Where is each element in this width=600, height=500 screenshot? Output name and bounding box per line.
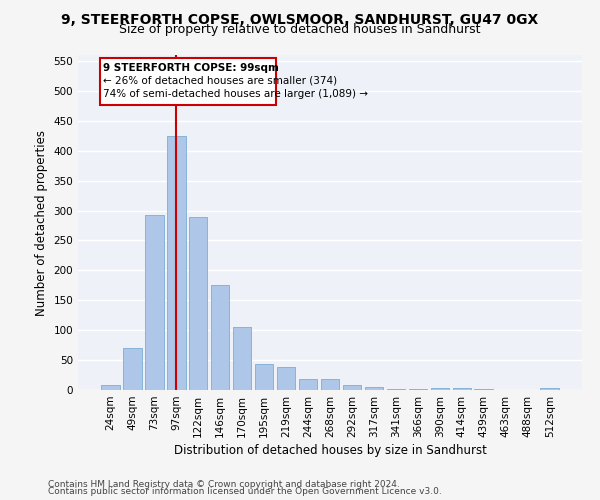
- Y-axis label: Number of detached properties: Number of detached properties: [35, 130, 48, 316]
- Bar: [145, 214, 164, 390]
- Bar: [211, 286, 229, 390]
- Bar: [277, 368, 295, 390]
- Bar: [541, 388, 559, 390]
- Text: Size of property relative to detached houses in Sandhurst: Size of property relative to detached ho…: [119, 24, 481, 36]
- Text: 74% of semi-detached houses are larger (1,089) →: 74% of semi-detached houses are larger (…: [103, 89, 368, 99]
- Bar: [365, 387, 383, 390]
- Text: Contains public sector information licensed under the Open Government Licence v3: Contains public sector information licen…: [48, 488, 442, 496]
- Text: ← 26% of detached houses are smaller (374): ← 26% of detached houses are smaller (37…: [103, 76, 337, 86]
- Bar: [123, 348, 142, 390]
- Bar: [233, 327, 251, 390]
- Bar: [100, 58, 275, 104]
- Bar: [343, 385, 361, 390]
- Bar: [189, 216, 208, 390]
- Bar: [386, 389, 405, 390]
- Bar: [101, 385, 119, 390]
- Bar: [299, 379, 317, 390]
- Bar: [255, 364, 274, 390]
- Text: 9 STEERFORTH COPSE: 99sqm: 9 STEERFORTH COPSE: 99sqm: [103, 63, 279, 73]
- Text: 9, STEERFORTH COPSE, OWLSMOOR, SANDHURST, GU47 0GX: 9, STEERFORTH COPSE, OWLSMOOR, SANDHURST…: [61, 12, 539, 26]
- Text: Contains HM Land Registry data © Crown copyright and database right 2024.: Contains HM Land Registry data © Crown c…: [48, 480, 400, 489]
- Bar: [320, 379, 340, 390]
- Bar: [167, 136, 185, 390]
- X-axis label: Distribution of detached houses by size in Sandhurst: Distribution of detached houses by size …: [173, 444, 487, 457]
- Bar: [431, 388, 449, 390]
- Bar: [452, 388, 471, 390]
